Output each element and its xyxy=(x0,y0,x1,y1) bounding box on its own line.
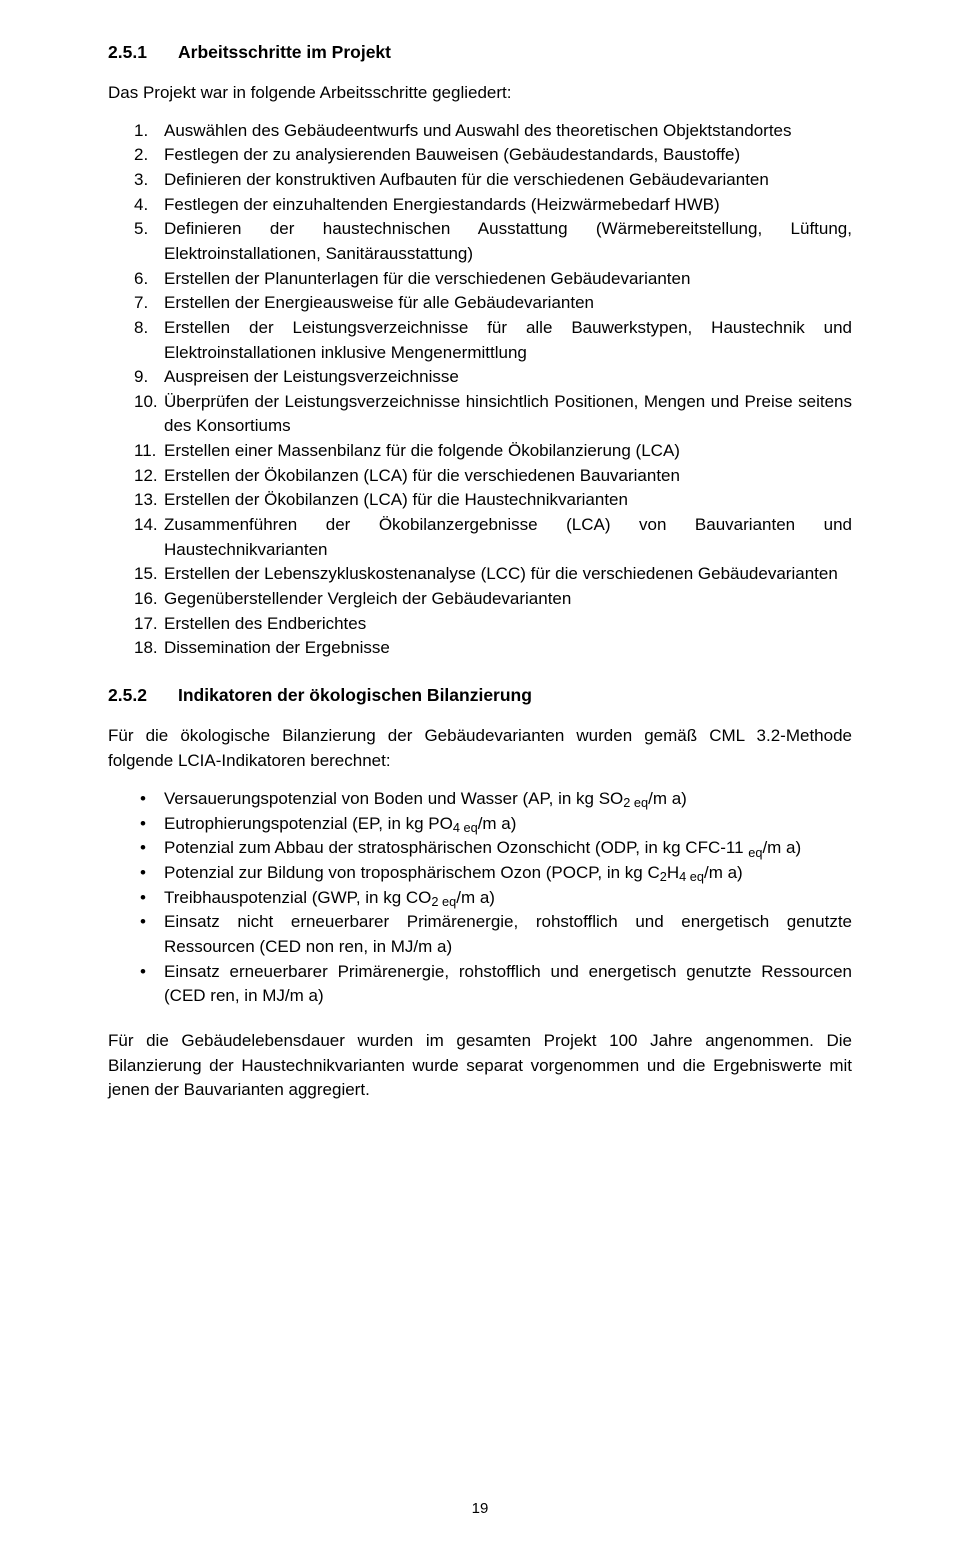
section-title: Arbeitsschritte im Projekt xyxy=(178,42,391,62)
list-item-text: Erstellen der Ökobilanzen (LCA) für die … xyxy=(164,466,680,485)
list-item: Potenzial zur Bildung von troposphärisch… xyxy=(134,861,852,886)
list-item: 17. Erstellen des Endberichtes xyxy=(134,612,852,637)
section2-closing: Für die Gebäudelebensdauer wurden im ges… xyxy=(108,1029,852,1103)
list-item-text: Definieren der haustechnischen Ausstattu… xyxy=(164,219,852,263)
section2-intro: Für die ökologische Bilanzierung der Geb… xyxy=(108,724,852,773)
list-item: Einsatz erneuerbarer Primärenergie, rohs… xyxy=(134,960,852,1009)
list-item-text: Festlegen der einzuhaltenden Energiestan… xyxy=(164,195,720,214)
list-item: 12. Erstellen der Ökobilanzen (LCA) für d… xyxy=(134,464,852,489)
list-item-number: 17. xyxy=(134,612,158,637)
list-item-text: Erstellen der Planunterlagen für die ver… xyxy=(164,269,690,288)
list-item-number: 1. xyxy=(134,119,148,144)
list-item: 8. Erstellen der Leistungsverzeichnisse f… xyxy=(134,316,852,365)
list-item-text: Festlegen der zu analysierenden Bauweise… xyxy=(164,145,740,164)
arbeitsschritte-list: 1. Auswählen des Gebäudeentwurfs und Ausw… xyxy=(134,119,852,661)
page-number: 19 xyxy=(0,1500,960,1517)
list-item: 2. Festlegen der zu analysierenden Bauwei… xyxy=(134,143,852,168)
list-item-number: 15. xyxy=(134,562,158,587)
section-heading-2-5-2: 2.5.2Indikatoren der ökologischen Bilanz… xyxy=(108,685,852,706)
list-item: 7. Erstellen der Energieausweise für alle… xyxy=(134,291,852,316)
list-item-text: Dissemination der Ergebnisse xyxy=(164,638,390,657)
list-item: 14.Zusammenführen der Ökobilanzergebniss… xyxy=(134,513,852,562)
section-number: 2.5.2 xyxy=(108,685,178,706)
list-item-number: 9. xyxy=(134,365,148,390)
list-item-text: Definieren der konstruktiven Aufbauten f… xyxy=(164,170,769,189)
list-item-text: Erstellen der Leistungsverzeichnisse für… xyxy=(164,318,852,362)
list-item-text: Erstellen der Ökobilanzen (LCA) für die … xyxy=(164,490,628,509)
list-item: 13. Erstellen der Ökobilanzen (LCA) für d… xyxy=(134,488,852,513)
list-item: 6. Erstellen der Planunterlagen für die v… xyxy=(134,267,852,292)
list-item: 18. Dissemination der Ergebnisse xyxy=(134,636,852,661)
list-item-text: Auswählen des Gebäudeentwurfs und Auswah… xyxy=(164,121,792,140)
list-item-number: 5. xyxy=(134,217,148,242)
section-title: Indikatoren der ökologischen Bilanzierun… xyxy=(178,685,532,705)
list-item: 5. Definieren der haustechnischen Ausstat… xyxy=(134,217,852,266)
list-item-text: Erstellen der Lebenszykluskostenanalyse … xyxy=(164,564,838,583)
list-item: 1. Auswählen des Gebäudeentwurfs und Ausw… xyxy=(134,119,852,144)
list-item-number: 6. xyxy=(134,267,148,292)
indikatoren-list: Versauerungspotenzial von Boden und Wass… xyxy=(134,787,852,1009)
list-item-number: 10. xyxy=(134,390,158,415)
list-item-number: 7. xyxy=(134,291,148,316)
list-item: 15. Erstellen der Lebenszykluskostenanaly… xyxy=(134,562,852,587)
list-item-number: 2. xyxy=(134,143,148,168)
list-item-number: 12. xyxy=(134,464,158,489)
list-item: 3. Definieren der konstruktiven Aufbauten… xyxy=(134,168,852,193)
list-item: 4. Festlegen der einzuhaltenden Energiest… xyxy=(134,193,852,218)
list-item-number: 16. xyxy=(134,587,158,612)
list-item: 11. Erstellen einer Massenbilanz für die … xyxy=(134,439,852,464)
list-item-text: Erstellen der Energieausweise für alle G… xyxy=(164,293,594,312)
list-item: 9. Auspreisen der Leistungsverzeichnisse xyxy=(134,365,852,390)
list-item-number: 11. xyxy=(134,439,156,464)
section1-intro: Das Projekt war in folgende Arbeitsschri… xyxy=(108,81,852,105)
list-item-text: Gegenüberstellender Vergleich der Gebäud… xyxy=(164,589,571,608)
list-item-text: Erstellen einer Massenbilanz für die fol… xyxy=(164,441,680,460)
list-item-number: 8. xyxy=(134,316,148,341)
list-item: Versauerungspotenzial von Boden und Wass… xyxy=(134,787,852,812)
list-item-number: 4. xyxy=(134,193,148,218)
list-item-number: 3. xyxy=(134,168,148,193)
section-number: 2.5.1 xyxy=(108,42,178,63)
list-item-number: 14. xyxy=(134,513,158,538)
list-item-text: Zusammenführen der Ökobilanzergebnisse (… xyxy=(164,515,852,559)
list-item: Treibhauspotenzial (GWP, in kg CO2 eq/m … xyxy=(134,886,852,911)
list-item: 10.Überprüfen der Leistungsverzeichnisse… xyxy=(134,390,852,439)
list-item-number: 18. xyxy=(134,636,158,661)
list-item: Potenzial zum Abbau der stratosphärische… xyxy=(134,836,852,861)
list-item: Eutrophierungspotenzial (EP, in kg PO4 e… xyxy=(134,812,852,837)
list-item-text: Überprüfen der Leistungsverzeichnisse hi… xyxy=(164,392,852,436)
section-heading-2-5-1: 2.5.1Arbeitsschritte im Projekt xyxy=(108,42,852,63)
list-item: Einsatz nicht erneuerbarer Primärenergie… xyxy=(134,910,852,959)
list-item-text: Auspreisen der Leistungsverzeichnisse xyxy=(164,367,459,386)
list-item: 16. Gegenüberstellender Vergleich der Geb… xyxy=(134,587,852,612)
list-item-text: Erstellen des Endberichtes xyxy=(164,614,366,633)
list-item-number: 13. xyxy=(134,488,158,513)
